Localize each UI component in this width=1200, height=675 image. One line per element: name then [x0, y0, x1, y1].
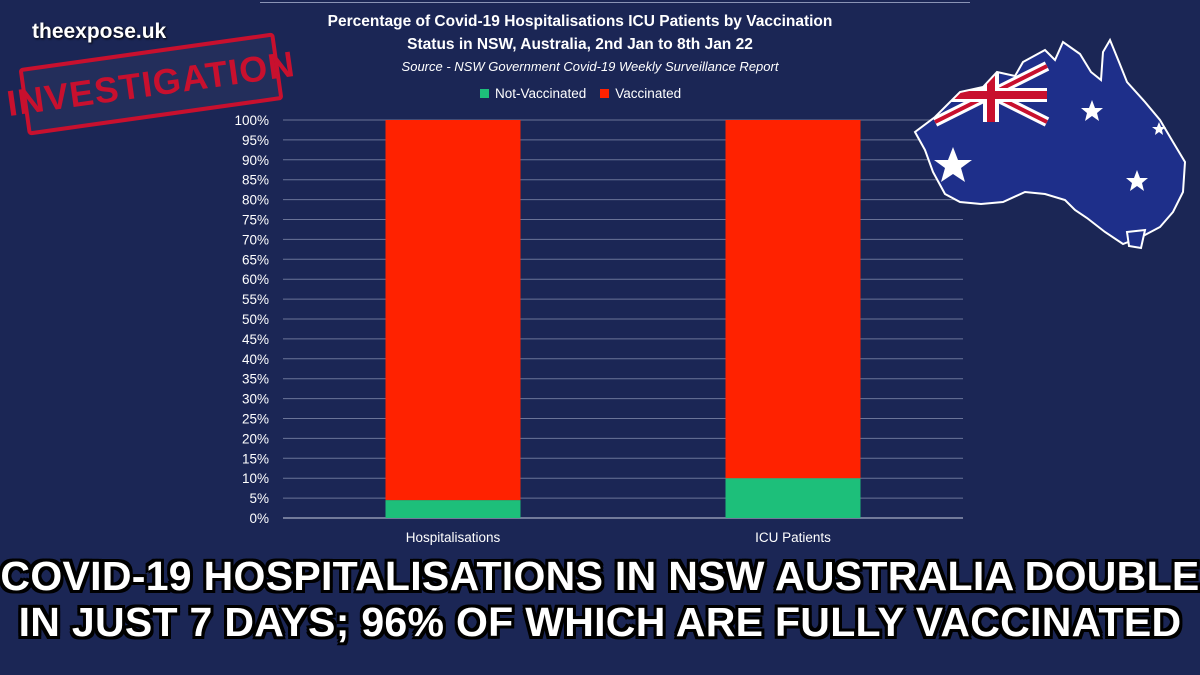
bar-not-vaccinated-hospitalisations	[385, 500, 521, 518]
y-tick-label: 80%	[242, 193, 269, 208]
x-tick-label: Hospitalisations	[406, 530, 501, 545]
chart-title: Percentage of Covid-19 Hospitalisations …	[240, 10, 920, 56]
chart-subtitle: Source - NSW Government Covid-19 Weekly …	[401, 59, 779, 74]
y-tick-label: 90%	[242, 153, 269, 168]
y-tick-label: 25%	[242, 412, 269, 427]
headline-line-1: COVID-19 HOSPITALISATIONS IN NSW AUSTRAL…	[0, 553, 1200, 599]
bar-not-vaccinated-icu-patients	[725, 478, 861, 518]
bar-vaccinated-hospitalisations	[385, 120, 521, 501]
legend-swatch-not-vaccinated	[480, 89, 489, 98]
y-tick-label: 65%	[242, 252, 269, 267]
brand-logo: theexpose.uk	[32, 20, 167, 43]
y-tick-label: 45%	[242, 332, 269, 347]
headline-line-2: IN JUST 7 DAYS; 96% OF WHICH ARE FULLY V…	[18, 599, 1182, 645]
y-tick-label: 100%	[234, 113, 269, 128]
y-tick-label: 95%	[242, 133, 269, 148]
chart-title-line-1: Percentage of Covid-19 Hospitalisations …	[327, 13, 833, 30]
legend-item-not-vaccinated: Not-Vaccinated	[480, 86, 586, 101]
y-tick-label: 15%	[242, 451, 269, 466]
y-tick-label: 10%	[242, 471, 269, 486]
chart-legend: Not-Vaccinated Vaccinated	[480, 86, 681, 101]
y-tick-label: 20%	[242, 431, 269, 446]
y-tick-label: 75%	[242, 213, 269, 228]
bar-vaccinated-icu-patients	[725, 120, 861, 479]
y-tick-label: 60%	[242, 272, 269, 287]
legend-item-vaccinated: Vaccinated	[600, 86, 681, 101]
australia-flag-map-icon	[913, 37, 1187, 250]
legend-label-not-vaccinated: Not-Vaccinated	[495, 86, 587, 101]
y-tick-label: 35%	[242, 372, 269, 387]
y-tick-label: 70%	[242, 232, 269, 247]
y-tick-label: 50%	[242, 312, 269, 327]
y-tick-label: 40%	[242, 352, 269, 367]
legend-swatch-vaccinated	[600, 89, 610, 98]
y-tick-label: 55%	[242, 292, 269, 307]
legend-label-vaccinated: Vaccinated	[615, 86, 682, 101]
headline: COVID-19 HOSPITALISATIONS IN NSW AUSTRAL…	[0, 553, 1200, 645]
chart-title-line-2: Status in NSW, Australia, 2nd Jan to 8th…	[407, 36, 753, 53]
y-tick-label: 85%	[242, 173, 269, 188]
y-tick-label: 0%	[249, 511, 269, 526]
y-tick-label: 30%	[242, 392, 269, 407]
top-rule	[260, 2, 970, 3]
x-tick-label: ICU Patients	[755, 530, 831, 545]
y-tick-label: 5%	[249, 491, 269, 506]
